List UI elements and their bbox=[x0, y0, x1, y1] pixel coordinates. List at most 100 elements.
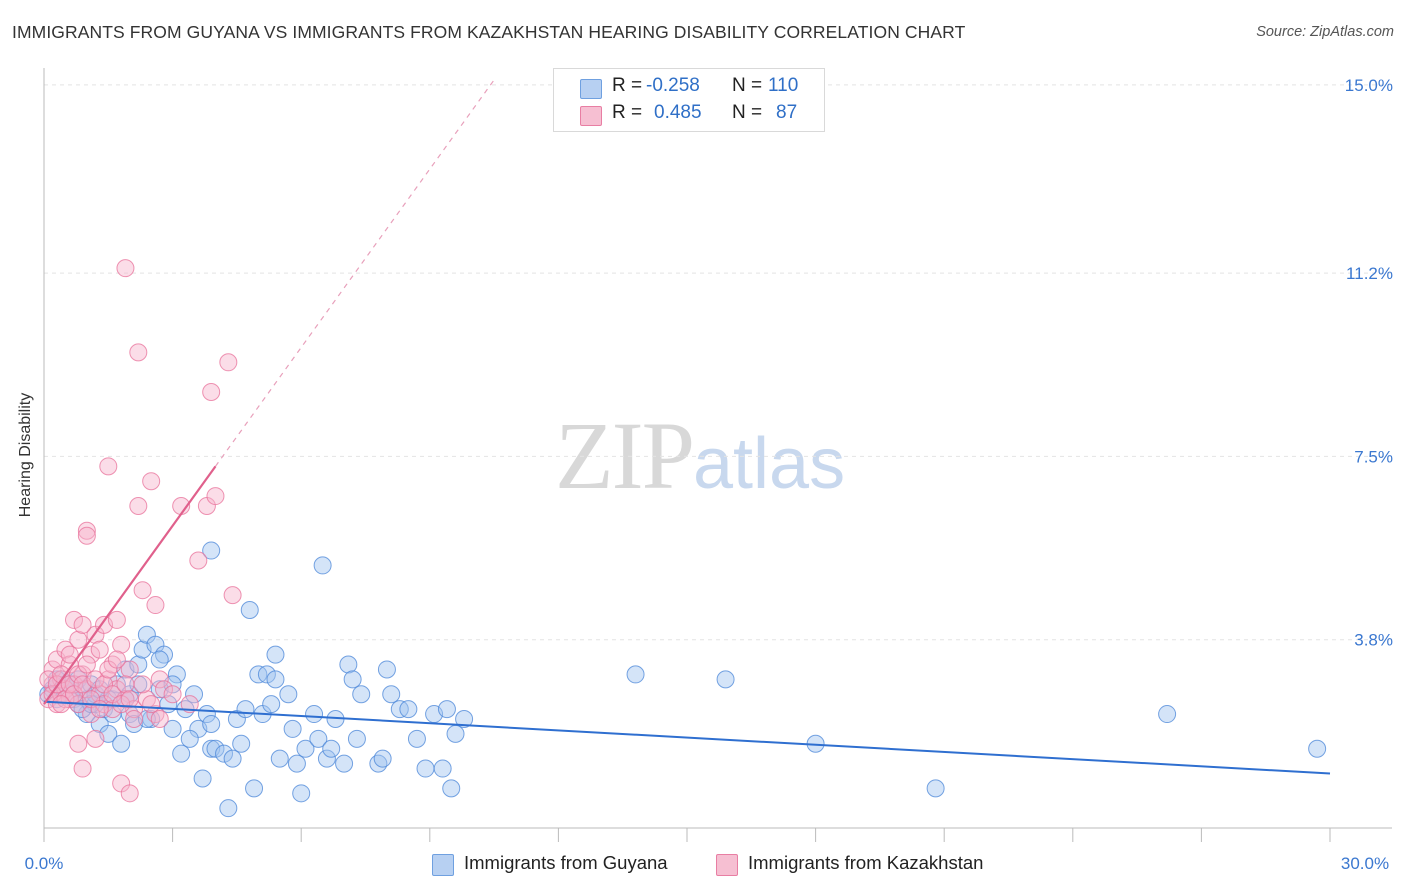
data-point-kazakhstan bbox=[146, 596, 165, 615]
data-point-guyana bbox=[129, 655, 148, 674]
data-point-guyana bbox=[270, 749, 289, 768]
data-point-guyana bbox=[407, 729, 426, 748]
data-point-guyana bbox=[313, 556, 332, 575]
data-point-guyana bbox=[163, 719, 182, 738]
legend-n-label: N = bbox=[732, 102, 763, 123]
data-point-kazakhstan bbox=[73, 759, 92, 778]
data-point-kazakhstan bbox=[223, 586, 242, 605]
data-point-kazakhstan bbox=[86, 729, 105, 748]
data-point-kazakhstan bbox=[129, 343, 148, 362]
data-point-guyana bbox=[352, 685, 371, 704]
watermark: ZIPatlas bbox=[555, 400, 845, 511]
data-point-guyana bbox=[245, 779, 264, 798]
source-label: Source: ZipAtlas.com bbox=[1256, 24, 1394, 40]
data-point-guyana bbox=[287, 754, 306, 773]
y-tick-label: 11.2% bbox=[1346, 264, 1393, 283]
data-point-kazakhstan bbox=[120, 784, 139, 803]
data-point-kazakhstan bbox=[112, 695, 131, 714]
data-point-kazakhstan bbox=[120, 660, 139, 679]
y-tick-label: 3.8% bbox=[1354, 631, 1393, 650]
data-point-kazakhstan bbox=[69, 734, 88, 753]
bottom-legend-swatch-guyana bbox=[432, 854, 454, 876]
bottom-legend-swatch-kazakhstan bbox=[716, 854, 738, 876]
data-point-guyana bbox=[317, 749, 336, 768]
data-point-guyana bbox=[257, 665, 276, 684]
legend-n-value-guyana: 110 bbox=[768, 75, 799, 96]
data-point-guyana bbox=[926, 779, 945, 798]
bottom-legend-label-kazakhstan: Immigrants from Kazakhstan bbox=[748, 852, 984, 873]
watermark-atlas: atlas bbox=[693, 424, 846, 504]
legend-swatch-kazakhstan bbox=[580, 106, 602, 126]
data-point-guyana bbox=[626, 665, 645, 684]
data-point-kazakhstan bbox=[219, 353, 238, 372]
data-point-guyana bbox=[180, 729, 199, 748]
data-point-guyana bbox=[377, 660, 396, 679]
data-point-guyana bbox=[266, 645, 285, 664]
data-point-kazakhstan bbox=[133, 675, 152, 694]
data-point-kazakhstan bbox=[90, 685, 109, 704]
legend-swatch-guyana bbox=[580, 79, 602, 99]
data-point-guyana bbox=[1158, 705, 1177, 724]
data-point-kazakhstan bbox=[163, 685, 182, 704]
data-point-guyana bbox=[283, 719, 302, 738]
data-point-guyana bbox=[309, 729, 328, 748]
data-point-kazakhstan bbox=[150, 710, 169, 729]
data-point-guyana bbox=[215, 744, 234, 763]
data-point-guyana bbox=[455, 710, 474, 729]
data-point-guyana bbox=[399, 700, 418, 719]
data-point-kazakhstan bbox=[155, 680, 174, 699]
data-point-guyana bbox=[437, 700, 456, 719]
data-point-guyana bbox=[416, 759, 435, 778]
data-point-kazakhstan bbox=[202, 383, 221, 402]
data-point-guyana bbox=[150, 650, 169, 669]
x-tick-label-start: 0.0% bbox=[25, 854, 64, 873]
data-point-kazakhstan bbox=[116, 259, 135, 278]
data-point-guyana bbox=[716, 670, 735, 689]
data-point-kazakhstan bbox=[129, 496, 148, 515]
data-point-guyana bbox=[202, 541, 221, 560]
watermark-zip: ZIP bbox=[555, 402, 695, 509]
legend-n-label: N = bbox=[732, 75, 763, 96]
data-point-kazakhstan bbox=[52, 695, 71, 714]
data-point-guyana bbox=[292, 784, 311, 803]
legend-n-value-kazakhstan: 87 bbox=[776, 102, 798, 123]
data-point-guyana bbox=[112, 734, 131, 753]
legend-r-value-guyana: -0.258 bbox=[646, 75, 700, 96]
y-tick-label: 7.5% bbox=[1354, 447, 1393, 466]
data-point-kazakhstan bbox=[189, 551, 208, 570]
data-point-guyana bbox=[1308, 739, 1327, 758]
data-point-guyana bbox=[347, 729, 366, 748]
data-point-kazakhstan bbox=[150, 670, 169, 689]
data-point-kazakhstan bbox=[142, 472, 161, 491]
data-point-guyana bbox=[433, 759, 452, 778]
data-point-guyana bbox=[236, 700, 255, 719]
data-point-guyana bbox=[266, 670, 285, 689]
data-point-guyana bbox=[202, 714, 221, 733]
legend-r-value-kazakhstan: 0.485 bbox=[654, 102, 702, 123]
data-point-guyana bbox=[172, 744, 191, 763]
data-point-guyana bbox=[382, 685, 401, 704]
data-point-guyana bbox=[185, 685, 204, 704]
y-tick-label: 15.0% bbox=[1345, 76, 1393, 95]
data-point-kazakhstan bbox=[133, 581, 152, 600]
data-point-guyana bbox=[373, 749, 392, 768]
data-point-kazakhstan bbox=[180, 695, 199, 714]
data-point-kazakhstan bbox=[73, 615, 92, 634]
data-point-guyana bbox=[219, 799, 238, 818]
data-point-guyana bbox=[232, 734, 251, 753]
correlation-legend: R = -0.258 N = 110 R = 0.485 N = 87 bbox=[553, 68, 825, 132]
data-point-guyana bbox=[296, 739, 315, 758]
data-point-kazakhstan bbox=[77, 521, 96, 540]
data-point-kazakhstan bbox=[77, 655, 96, 674]
data-point-kazakhstan bbox=[65, 610, 84, 629]
data-point-guyana bbox=[322, 739, 341, 758]
data-point-guyana bbox=[206, 739, 225, 758]
data-point-kazakhstan bbox=[112, 635, 131, 654]
data-point-guyana bbox=[339, 655, 358, 674]
data-point-guyana bbox=[305, 705, 324, 724]
data-point-kazakhstan bbox=[86, 670, 105, 689]
data-point-kazakhstan bbox=[77, 526, 96, 545]
x-tick-label-end: 30.0% bbox=[1341, 854, 1389, 873]
data-point-kazakhstan bbox=[69, 630, 88, 649]
